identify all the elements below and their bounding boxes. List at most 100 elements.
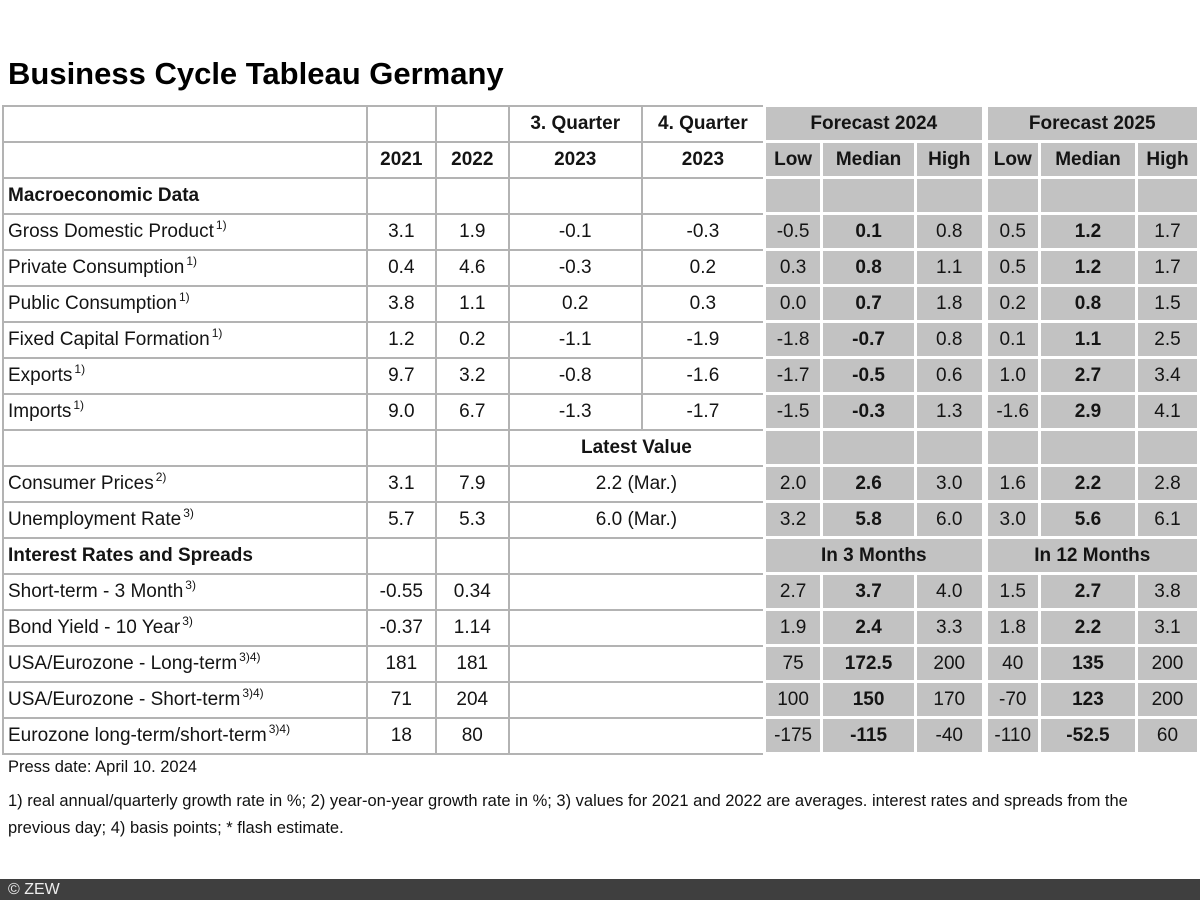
- value-cell: 1.6: [981, 464, 1041, 503]
- row-label: Public Consumption 1): [2, 284, 368, 323]
- header-quarter3: 3. Quarter: [507, 104, 643, 143]
- empty-cell: [981, 176, 1041, 215]
- table-row-short-term: Short-term - 3 Month 3) -0.55 0.34 2.7 3.…: [2, 572, 1200, 611]
- empty-cell: [507, 176, 643, 215]
- value-cell: 0.2: [640, 248, 766, 287]
- empty-cell: [434, 104, 510, 143]
- value-cell: 200: [914, 644, 986, 683]
- footnote-marker: 1): [186, 254, 198, 269]
- business-cycle-table: 3. Quarter 4. Quarter Forecast 2024 Fore…: [2, 104, 1200, 755]
- value-cell: 9.0: [365, 392, 437, 431]
- header-row-years: 2021 2022 2023 2023 Low Median High Low …: [2, 140, 1200, 179]
- empty-cell: [1037, 176, 1138, 215]
- value-cell: -0.5: [763, 212, 824, 251]
- empty-cell: [434, 428, 510, 467]
- empty-cell: [820, 176, 918, 215]
- footnote-marker: 1): [178, 290, 190, 305]
- header-high-2024: High: [914, 140, 986, 179]
- value-cell: 1.14: [434, 608, 510, 647]
- latest-value-cell: 2.2 (Mar.): [507, 464, 766, 503]
- value-cell: 3.3: [914, 608, 986, 647]
- header-forecast-2025: Forecast 2025: [981, 104, 1200, 143]
- row-label: Unemployment Rate 3): [2, 500, 368, 539]
- row-label: Consumer Prices 2): [2, 464, 368, 503]
- empty-cell: [2, 428, 368, 467]
- value-cell: -0.5: [820, 356, 918, 395]
- value-cell: 100: [763, 680, 824, 719]
- header-in-12-months: In 12 Months: [981, 536, 1200, 575]
- value-cell: 2.5: [1134, 320, 1200, 359]
- empty-cell: [981, 428, 1041, 467]
- table-row-usa-eurozone-short: USA/Eurozone - Short-term 3)4) 71 204 100…: [2, 680, 1200, 719]
- footnote-marker: 3): [185, 578, 196, 593]
- header-quarter4: 4. Quarter: [640, 104, 766, 143]
- latest-value-cell: 6.0 (Mar.): [507, 500, 766, 539]
- value-cell: 80: [434, 716, 510, 755]
- value-cell: 71: [365, 680, 437, 719]
- value-cell: -1.9: [640, 320, 766, 359]
- value-cell: -0.37: [365, 608, 437, 647]
- value-cell: 4.6: [434, 248, 510, 287]
- empty-cell: [365, 104, 437, 143]
- value-cell: 5.7: [365, 500, 437, 539]
- value-cell: 0.0: [763, 284, 824, 323]
- value-cell: 0.3: [763, 248, 824, 287]
- value-cell: 1.0: [981, 356, 1041, 395]
- footnote-marker: 3)4): [268, 722, 291, 737]
- value-cell: -1.8: [763, 320, 824, 359]
- value-cell: 150: [820, 680, 918, 719]
- value-cell: -0.8: [507, 356, 643, 395]
- value-cell: 5.3: [434, 500, 510, 539]
- value-cell: 3.1: [365, 464, 437, 503]
- value-cell: 40: [981, 644, 1041, 683]
- section-row-macro: Macroeconomic Data: [2, 176, 1200, 215]
- value-cell: 3.4: [1134, 356, 1200, 395]
- value-cell: 0.2: [981, 284, 1041, 323]
- value-cell: 2.6: [820, 464, 918, 503]
- value-cell: 1.2: [365, 320, 437, 359]
- table-row-fixed-capital: Fixed Capital Formation 1) 1.2 0.2 -1.1 -…: [2, 320, 1200, 359]
- value-cell: 0.2: [434, 320, 510, 359]
- value-cell: 0.1: [820, 212, 918, 251]
- footnote-marker: 2): [155, 470, 167, 485]
- row-label: Bond Yield - 10 Year 3): [2, 608, 368, 647]
- table-row-gdp: Gross Domestic Product 1) 3.1 1.9 -0.1 -0…: [2, 212, 1200, 251]
- value-cell: 1.1: [434, 284, 510, 323]
- empty-cell: [365, 428, 437, 467]
- value-cell: 0.7: [820, 284, 918, 323]
- value-cell: 0.2: [507, 284, 643, 323]
- value-cell: -115: [820, 716, 918, 755]
- empty-cell: [434, 176, 510, 215]
- header-2023-q4: 2023: [640, 140, 766, 179]
- header-high-2025: High: [1134, 140, 1200, 179]
- value-cell: 1.7: [1134, 212, 1200, 251]
- empty-cell: [820, 428, 918, 467]
- table-row-exports: Exports 1) 9.7 3.2 -0.8 -1.6 -1.7 -0.5 0.…: [2, 356, 1200, 395]
- value-cell: -0.7: [820, 320, 918, 359]
- footnote-marker: 3)4): [242, 686, 264, 701]
- value-cell: 2.0: [763, 464, 824, 503]
- row-label: Gross Domestic Product 1): [2, 212, 368, 251]
- value-cell: 2.9: [1037, 392, 1138, 431]
- value-cell: 6.7: [434, 392, 510, 431]
- value-cell: 1.5: [1134, 284, 1200, 323]
- value-cell: 3.0: [981, 500, 1041, 539]
- value-cell: 2.7: [1037, 572, 1138, 611]
- value-cell: 3.8: [365, 284, 437, 323]
- value-cell: -1.3: [507, 392, 643, 431]
- value-cell: 3.2: [763, 500, 824, 539]
- value-cell: 0.8: [1037, 284, 1138, 323]
- section-title-interest: Interest Rates and Spreads: [2, 536, 368, 575]
- value-cell: -0.3: [640, 212, 766, 251]
- row-label: Short-term - 3 Month 3): [2, 572, 368, 611]
- value-cell: -52.5: [1037, 716, 1138, 755]
- header-in-3-months: In 3 Months: [763, 536, 986, 575]
- empty-cell: [763, 428, 824, 467]
- value-cell: 9.7: [365, 356, 437, 395]
- table-row-consumer-prices: Consumer Prices 2) 3.1 7.9 2.2 (Mar.) 2.0…: [2, 464, 1200, 503]
- value-cell: 3.1: [1134, 608, 1200, 647]
- row-label: Imports 1): [2, 392, 368, 431]
- latest-value-row: Latest Value: [2, 428, 1200, 467]
- copyright-text: © ZEW: [8, 881, 60, 898]
- row-label: USA/Eurozone - Short-term 3)4): [2, 680, 368, 719]
